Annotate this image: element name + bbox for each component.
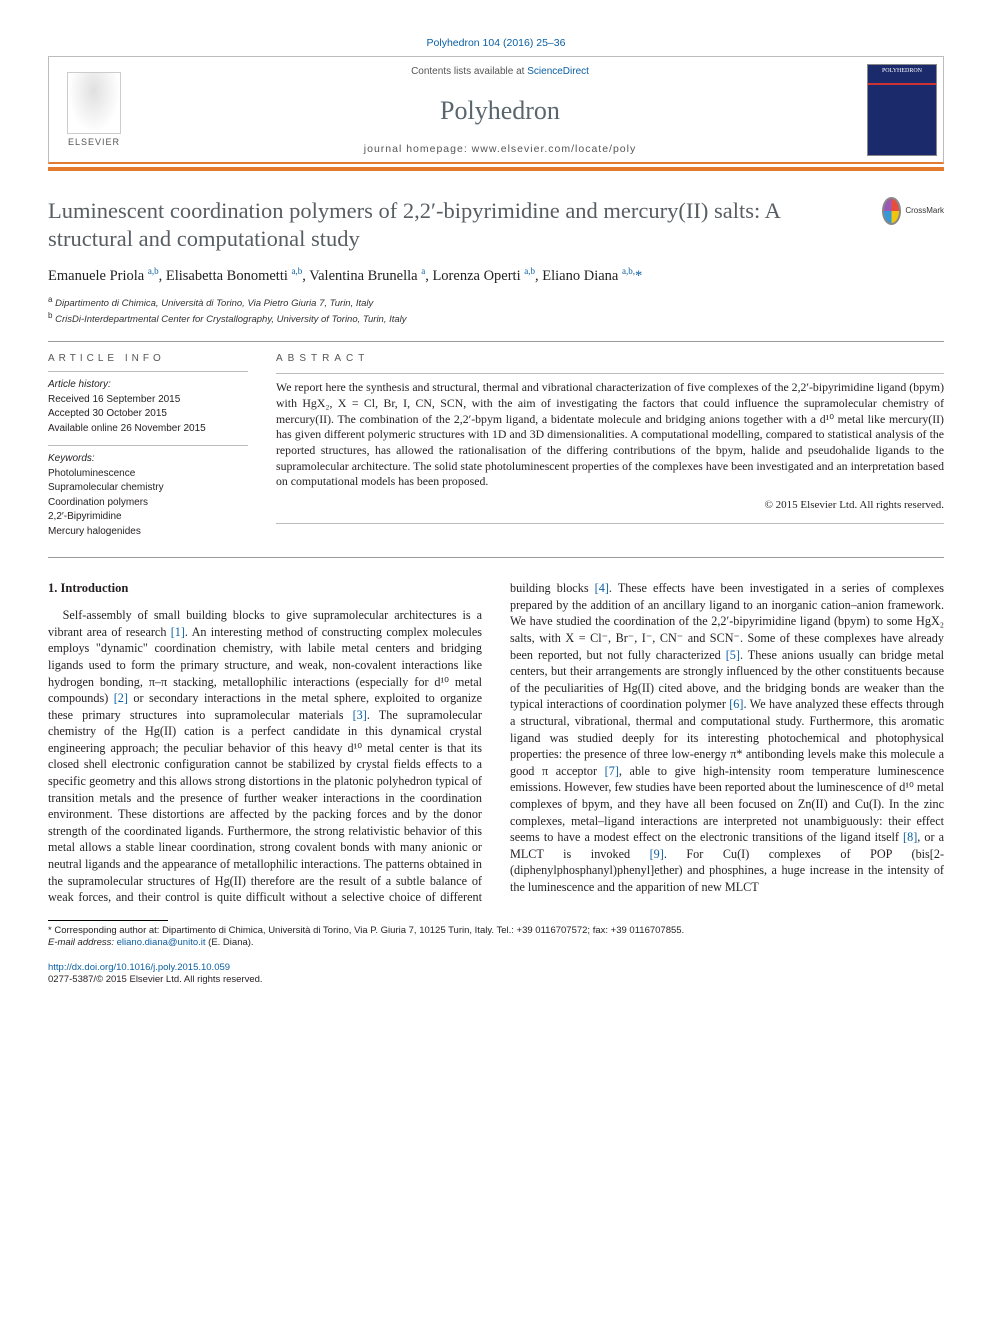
online-date: Available online 26 November 2015 — [48, 422, 248, 436]
keyword: Supramolecular chemistry — [48, 481, 248, 495]
section-heading: 1. Introduction — [48, 580, 482, 597]
elsevier-tree-icon — [67, 72, 121, 134]
accepted-date: Accepted 30 October 2015 — [48, 407, 248, 421]
keywords-heading: Keywords: — [48, 452, 248, 466]
abstract: ABSTRACT We report here the synthesis an… — [276, 352, 944, 540]
crossmark-label: CrossMark — [905, 206, 944, 217]
abstract-copyright: © 2015 Elsevier Ltd. All rights reserved… — [276, 498, 944, 513]
homepage-url[interactable]: www.elsevier.com/locate/poly — [472, 143, 637, 155]
divider — [48, 557, 944, 558]
keyword: Mercury halogenides — [48, 525, 248, 539]
received-date: Received 16 September 2015 — [48, 393, 248, 407]
article-info: ARTICLE INFO Article history: Received 1… — [48, 352, 248, 540]
accent-bar — [48, 167, 944, 171]
article-body: 1. Introduction Self-assembly of small b… — [48, 580, 944, 906]
crossmark-icon — [882, 197, 901, 225]
homepage-prefix: journal homepage: — [364, 143, 472, 155]
journal-name: Polyhedron — [143, 93, 857, 128]
publisher-name: ELSEVIER — [68, 136, 120, 148]
sciencedirect-link[interactable]: ScienceDirect — [527, 66, 589, 77]
footnote-rule — [48, 920, 168, 921]
crossmark-badge[interactable]: CrossMark — [882, 197, 944, 225]
cover-cell: POLYHEDRON — [861, 57, 943, 162]
contents-line: Contents lists available at ScienceDirec… — [143, 65, 857, 79]
bottom-info: http://dx.doi.org/10.1016/j.poly.2015.10… — [48, 962, 944, 988]
journal-reference: Polyhedron 104 (2016) 25–36 — [48, 36, 944, 50]
contents-prefix: Contents lists available at — [411, 66, 527, 77]
publisher-logo-cell: ELSEVIER — [49, 57, 139, 162]
author-list: Emanuele Priola a,b, Elisabetta Bonomett… — [48, 265, 944, 286]
corresponding-footnote: * Corresponding author at: Dipartimento … — [48, 925, 944, 937]
email-link[interactable]: eliano.diana@unito.it — [117, 937, 206, 948]
doi-link[interactable]: http://dx.doi.org/10.1016/j.poly.2015.10… — [48, 962, 230, 973]
email-footnote: E-mail address: eliano.diana@unito.it (E… — [48, 937, 944, 949]
abstract-text: We report here the synthesis and structu… — [276, 380, 944, 490]
affiliation-a: a Dipartimento di Chimica, Università di… — [48, 295, 944, 311]
issn-copyright: 0277-5387/© 2015 Elsevier Ltd. All right… — [48, 974, 263, 985]
divider — [48, 341, 944, 342]
journal-cover-thumb: POLYHEDRON — [867, 64, 937, 156]
homepage-line: journal homepage: www.elsevier.com/locat… — [143, 142, 857, 156]
info-heading: ARTICLE INFO — [48, 352, 248, 366]
affiliation-b: b CrisDi-Interdepartmental Center for Cr… — [48, 311, 944, 327]
email-suffix: (E. Diana). — [206, 937, 254, 948]
keyword: 2,2′-Bipyrimidine — [48, 510, 248, 524]
history-heading: Article history: — [48, 378, 248, 392]
article-title: Luminescent coordination polymers of 2,2… — [48, 197, 870, 253]
abstract-heading: ABSTRACT — [276, 352, 944, 366]
email-label: E-mail address: — [48, 937, 117, 948]
keyword: Coordination polymers — [48, 496, 248, 510]
journal-header: ELSEVIER Contents lists available at Sci… — [48, 56, 944, 164]
keyword: Photoluminescence — [48, 467, 248, 481]
body-paragraph: Self-assembly of small building blocks t… — [48, 580, 944, 906]
